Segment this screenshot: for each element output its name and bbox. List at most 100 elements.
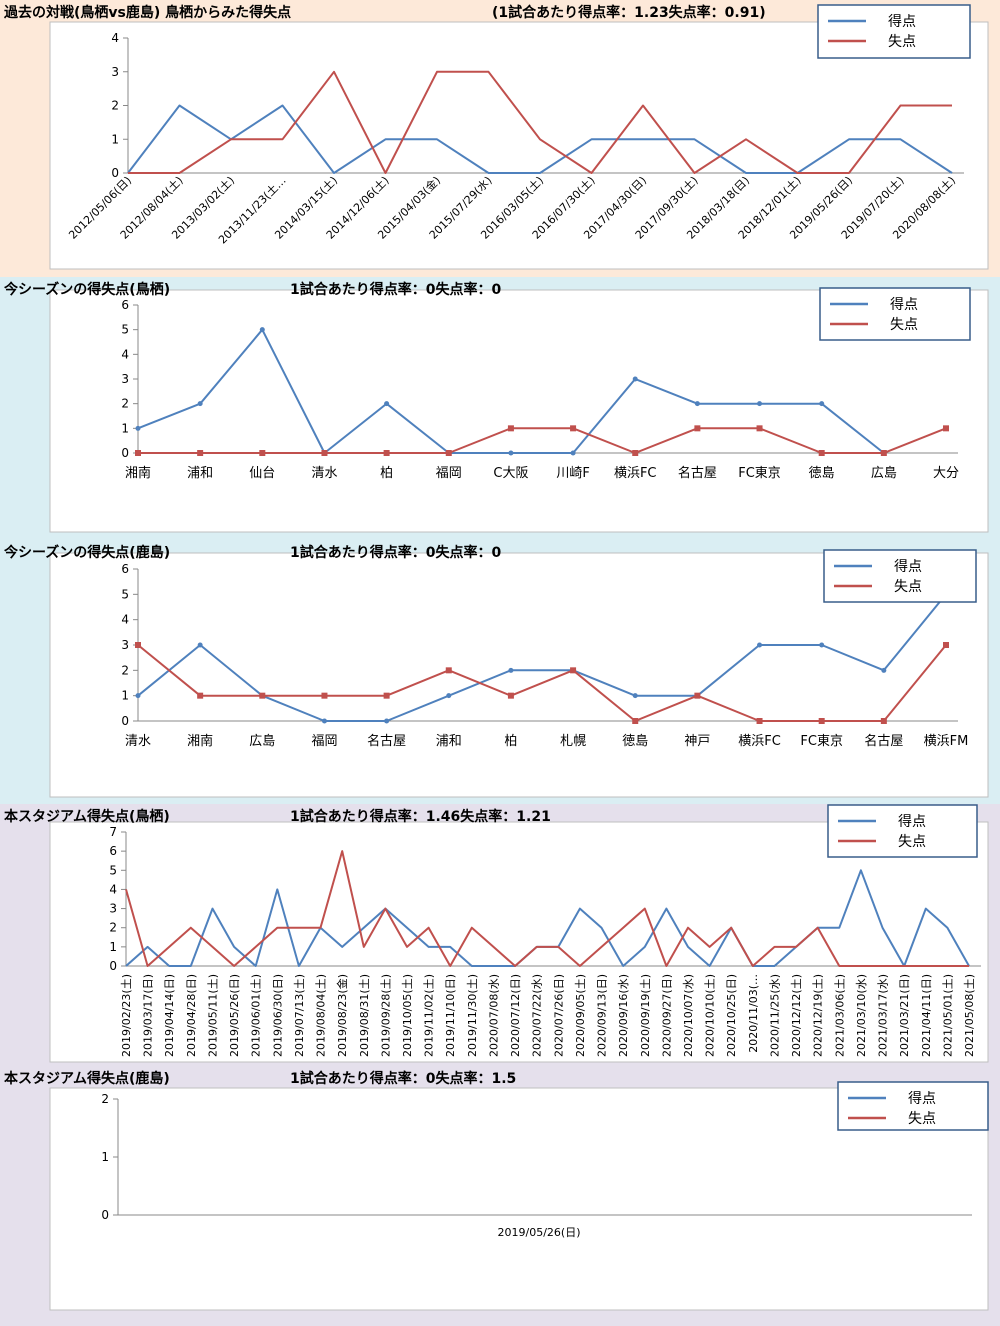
- y-tick-label: 1: [121, 689, 129, 703]
- x-tick-label: 浦和: [187, 466, 213, 481]
- x-tick-label: 2020/07/26(日): [552, 974, 565, 1057]
- data-point-conceded: [259, 692, 266, 699]
- legend-box: [837, 1081, 989, 1131]
- data-point-goals: [197, 401, 203, 407]
- data-point-goals: [757, 401, 763, 407]
- y-tick-label: 2: [121, 397, 129, 411]
- x-tick-label: FC東京: [738, 465, 781, 481]
- data-point-conceded: [880, 450, 887, 456]
- x-tick-label: 清水: [125, 734, 151, 749]
- panel-title: 今シーズンの得失点(鹿島): [4, 545, 171, 561]
- x-tick-label: 2020/09/16(水): [617, 974, 630, 1057]
- data-point-conceded: [756, 425, 763, 432]
- data-point-goals: [259, 327, 265, 333]
- x-tick-label: 2019/08/04(土): [315, 974, 328, 1057]
- data-point-conceded: [632, 718, 639, 724]
- data-point-conceded: [632, 450, 639, 456]
- panel-stats: 1試合あたり得点率：1.46失点率：1.21: [290, 809, 551, 825]
- y-tick-label: 4: [121, 347, 129, 361]
- data-point-goals: [508, 450, 514, 456]
- data-point-goals: [197, 642, 203, 648]
- chart-panel-2: 0 1 2 3 4 5 6 湘南 浦和 仙台 清水 柏 福岡 C大阪 川崎F 横浜FC 名古屋 FC東京 徳島 広島 大…: [0, 277, 1000, 540]
- chart-area: [49, 21, 989, 270]
- x-tick-label: 川崎F: [556, 466, 589, 481]
- x-tick-label: 2020/10/10(土): [704, 974, 717, 1057]
- x-tick-label: 2019/04/14(日): [163, 974, 176, 1057]
- panel-title: 本スタジアム得失点(鹿島): [4, 1071, 170, 1087]
- data-point-conceded: [943, 642, 949, 648]
- y-tick-label: 0: [101, 1208, 109, 1222]
- x-tick-label: 名古屋: [678, 465, 717, 481]
- x-tick-label: 2019/04/28(日): [185, 974, 198, 1057]
- y-tick-label: 2: [121, 663, 129, 677]
- y-tick-label: 3: [111, 65, 119, 79]
- x-tick-label: 2020/07/08(水): [487, 974, 500, 1057]
- x-tick-label: 2021/03/17(水): [877, 974, 890, 1057]
- x-tick-label: 柏: [380, 466, 393, 481]
- y-tick-label: 4: [111, 31, 119, 45]
- x-tick-label: 横浜FC: [614, 466, 657, 481]
- panel-stats: 1試合あたり得点率：0失点率：0: [290, 282, 502, 298]
- legend-label: 得点: [888, 13, 916, 30]
- data-point-conceded: [383, 692, 390, 699]
- y-tick-label: 2: [101, 1092, 109, 1106]
- chart-panel-1: 0 1 2 3 4 2012/05/06(日) 2012/08/04(土) 2013/03/0…: [0, 0, 1000, 277]
- y-tick-label: 4: [121, 613, 129, 627]
- x-tick-label: 清水: [311, 466, 337, 481]
- y-tick-label: 7: [109, 825, 117, 839]
- data-point-goals: [694, 401, 700, 407]
- x-tick-label: 柏: [504, 734, 517, 749]
- x-tick-label: 2019/06/01(土): [250, 974, 263, 1057]
- x-tick-label: 2019/09/28(土): [379, 974, 392, 1057]
- x-tick-label: 2019/07/13(土): [293, 974, 306, 1057]
- legend-label: 得点: [908, 1090, 936, 1107]
- legend-label: 失点: [898, 834, 926, 850]
- x-tick-label: 浦和: [436, 734, 462, 749]
- series-line-goals: [137, 593, 947, 722]
- series-line-goals: [127, 104, 953, 174]
- x-tick-label: 2019/03/17(日): [142, 974, 155, 1057]
- x-tick-label: 2020/07/22(水): [531, 974, 544, 1057]
- legend-label: 失点: [908, 1111, 936, 1127]
- data-point-conceded: [507, 692, 514, 699]
- x-tick-label: 広島: [249, 734, 275, 749]
- data-point-conceded: [135, 450, 141, 456]
- x-tick-label: FC東京: [800, 733, 843, 749]
- chart-svg: 012342012/05/06(日)2012/08/04(土)2013/03/0…: [49, 4, 989, 270]
- legend-label: 得点: [890, 296, 918, 313]
- legend-label: 失点: [894, 579, 922, 595]
- y-tick-label: 3: [121, 372, 129, 386]
- x-tick-label: 徳島: [809, 466, 835, 481]
- panel-stats: 1試合あたり得点率：0失点率：1.5: [290, 1071, 517, 1087]
- y-tick-label: 2: [111, 99, 119, 113]
- data-point-goals: [632, 693, 638, 699]
- data-point-conceded: [445, 450, 452, 456]
- data-point-conceded: [880, 718, 887, 724]
- x-tick-label: 湘南: [125, 465, 151, 481]
- y-tick-label: 3: [121, 638, 129, 652]
- data-point-conceded: [943, 425, 949, 432]
- data-point-conceded: [818, 718, 825, 724]
- y-tick-label: 1: [109, 940, 117, 954]
- data-point-conceded: [756, 718, 763, 724]
- chart-panel-5: 0 1 2 2019/05/26(日) 得点 失点 本スタジアム得失点(鹿島) 1試合あたり得…: [0, 1066, 1000, 1326]
- data-point-conceded: [321, 692, 328, 699]
- data-point-conceded: [818, 450, 825, 456]
- y-tick-label: 1: [101, 1150, 109, 1164]
- x-tick-label: 2019/02/23(土): [120, 974, 133, 1057]
- x-tick-label: 2020/10/25(日): [725, 974, 738, 1057]
- legend-label: 得点: [894, 558, 922, 575]
- y-tick-label: 5: [109, 863, 117, 877]
- legend-box: [819, 287, 971, 341]
- series-line-conceded: [128, 70, 952, 174]
- legend-label: 得点: [898, 813, 926, 830]
- panel-title: 今シーズンの得失点(鳥栖): [4, 282, 171, 298]
- chart-area: [49, 1087, 989, 1311]
- x-tick-label: 2020/09/27(日): [660, 974, 673, 1057]
- y-tick-label: 6: [121, 298, 129, 312]
- x-tick-label: 福岡: [436, 466, 462, 481]
- legend-label: 失点: [890, 317, 918, 333]
- panel-stats: 1試合あたり得点率：0失点率：0: [290, 545, 502, 561]
- panel-title: 本スタジアム得失点(鳥栖): [4, 809, 170, 825]
- x-tick-label: 横浜FC: [738, 734, 781, 749]
